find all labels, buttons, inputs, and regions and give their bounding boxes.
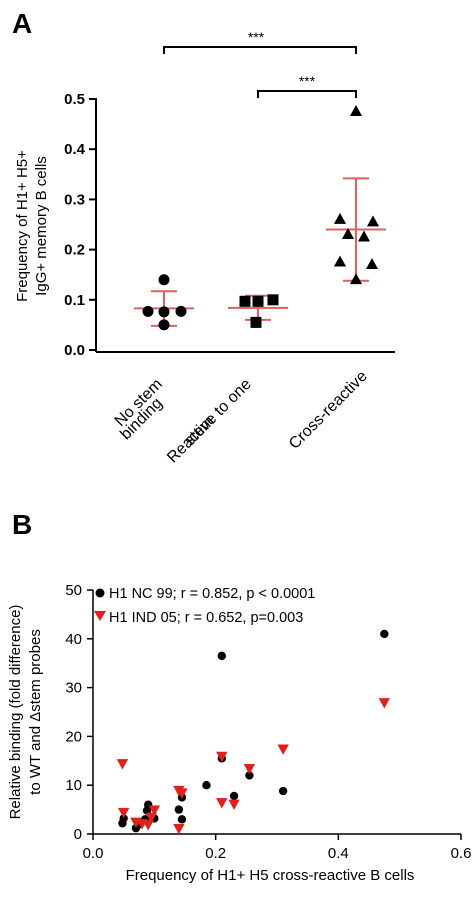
data-point-h1-nc-99 xyxy=(229,791,239,801)
significance-bracket-2 xyxy=(257,90,357,98)
data-point xyxy=(349,104,363,116)
data-point-h1-ind-05 xyxy=(116,759,129,770)
data-point-h1-nc-99 xyxy=(278,786,288,796)
data-point-h1-nc-99 xyxy=(119,814,128,823)
data-point-h1-ind-05 xyxy=(216,751,228,763)
data-point-h1-ind-05 xyxy=(228,799,240,810)
data-point xyxy=(175,305,187,317)
data-point xyxy=(357,230,371,242)
panel-b-x-tick-label: 0.6 xyxy=(451,845,472,862)
panel-a-label: A xyxy=(12,8,32,39)
data-point xyxy=(142,305,154,317)
panel-b-y-tick-label: 20 xyxy=(65,728,82,745)
panel-b-y-label-line-2: to WT and Δstem probes xyxy=(27,629,44,795)
data-point-h1-ind-05 xyxy=(378,698,391,709)
legend-label-h1-ind-05: H1 IND 05; r = 0.652, p=0.003 xyxy=(109,610,303,626)
panel-b-y-tick-label: 50 xyxy=(65,582,82,599)
legend-marker-h1-ind-05 xyxy=(94,611,106,621)
data-point xyxy=(365,258,379,270)
panel-b-x-tick-label: 0.2 xyxy=(205,845,226,862)
legend-marker-h1-nc-99 xyxy=(95,588,105,598)
panel-b-y-tick-label: 0 xyxy=(74,826,82,843)
panel-a-y-tick-label: 0.3 xyxy=(64,191,85,208)
legend-label-h1-nc-99: H1 NC 99; r = 0.852, p < 0.0001 xyxy=(109,586,315,602)
data-point-h1-nc-99 xyxy=(245,771,254,780)
panel-b-x-label: Frequency of H1+ H5 cross-reactive B cel… xyxy=(126,867,415,884)
significance-label-2: *** xyxy=(299,73,316,89)
panel-b-x-tick-label: 0.4 xyxy=(328,845,349,862)
panel-a-y-label-line-1: Frequency of H1+ H5+ xyxy=(14,150,31,302)
panel-b-x-tick-label: 0.0 xyxy=(83,845,104,862)
panel-a-y-tick-label: 0.5 xyxy=(64,91,85,108)
data-point xyxy=(333,212,347,224)
category-label-cross-reactive: Cross-reactive xyxy=(286,368,371,453)
panel-b-chart: Relative binding (fold difference) to WT… xyxy=(7,582,471,884)
data-point-h1-ind-05 xyxy=(216,798,228,809)
significance-bracket-1 xyxy=(163,46,357,54)
data-point xyxy=(349,273,363,285)
panel-a-y-tick-label: 0.0 xyxy=(64,342,85,359)
panel-a-y-tick-label: 0.1 xyxy=(64,292,85,309)
panel-b-y-tick-label: 10 xyxy=(65,777,82,794)
data-point xyxy=(158,306,170,318)
data-point xyxy=(239,295,251,307)
data-point xyxy=(333,255,347,267)
panel-a-y-tick-label: 0.4 xyxy=(64,141,86,158)
data-point-h1-ind-05 xyxy=(277,744,289,755)
data-point-h1-ind-05 xyxy=(173,823,185,835)
data-point xyxy=(158,319,170,331)
data-point xyxy=(250,316,262,328)
panel-b-y-tick-label: 30 xyxy=(65,680,82,697)
significance-label-1: *** xyxy=(248,29,265,45)
data-point-h1-ind-05 xyxy=(243,763,256,775)
data-point-h1-nc-99 xyxy=(177,815,187,824)
panel-a-data-marks xyxy=(134,104,386,331)
data-point xyxy=(267,294,279,306)
data-point xyxy=(158,274,170,286)
legend: H1 NC 99; r = 0.852, p < 0.0001 H1 IND 0… xyxy=(94,586,315,626)
data-point-h1-nc-99 xyxy=(202,781,211,790)
panel-a-y-label-line-2: IgG+ memory B cells xyxy=(33,156,50,296)
data-point-h1-ind-05 xyxy=(117,807,130,819)
panel-b-y-label-line-1: Relative binding (fold difference) xyxy=(7,605,24,820)
panel-b-data-marks xyxy=(116,629,391,835)
data-point-h1-ind-05 xyxy=(176,788,188,799)
panel-a-y-tick-label: 0.2 xyxy=(64,242,85,259)
data-point-h1-nc-99 xyxy=(217,651,226,661)
data-point-h1-ind-05 xyxy=(148,805,161,816)
panel-b-label: B xyxy=(12,509,32,540)
panel-a-chart: Frequency of H1+ H5+ IgG+ memory B cells… xyxy=(14,29,395,466)
data-point xyxy=(366,215,380,227)
data-point-h1-nc-99 xyxy=(380,629,389,639)
data-point xyxy=(252,295,264,307)
panel-b-y-tick-label: 40 xyxy=(65,631,82,648)
data-point xyxy=(341,227,355,239)
data-point-h1-nc-99 xyxy=(174,805,184,814)
